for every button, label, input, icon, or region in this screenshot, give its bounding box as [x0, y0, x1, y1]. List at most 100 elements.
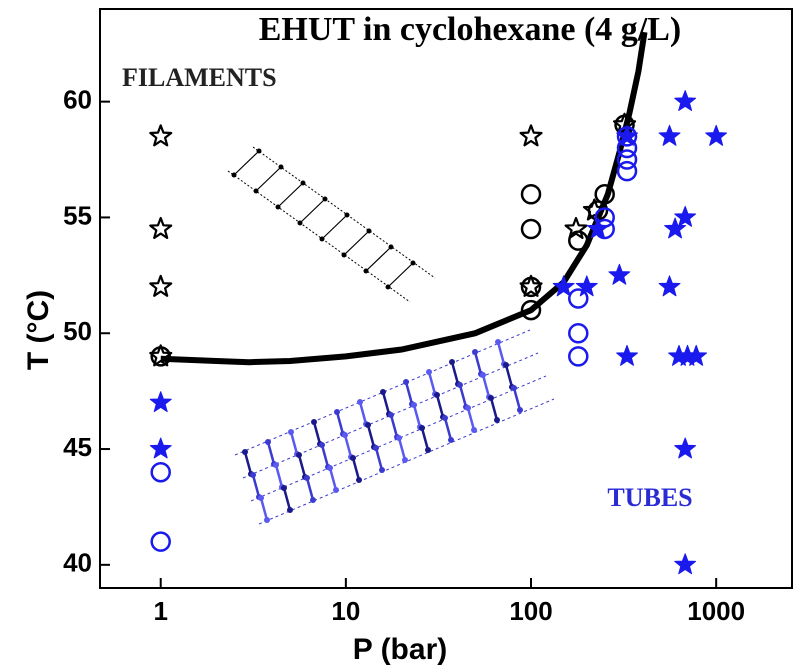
rung: [289, 431, 299, 455]
atom: [327, 465, 333, 471]
atom: [449, 359, 455, 365]
rung: [366, 424, 376, 448]
rung: [299, 198, 326, 224]
atom: [488, 395, 494, 401]
star-point: [616, 124, 638, 146]
star-point: [149, 437, 172, 459]
star-point: [705, 124, 728, 146]
annotation: TUBES: [607, 483, 692, 512]
atom: [495, 339, 501, 345]
rung: [389, 414, 399, 438]
rung: [274, 464, 284, 488]
star-point: [664, 217, 687, 239]
atom: [357, 399, 363, 405]
x-tick-label: 10: [331, 596, 360, 626]
atom: [425, 447, 431, 453]
atom: [356, 477, 362, 483]
rail: [250, 375, 547, 502]
rail: [234, 329, 531, 456]
atom: [503, 362, 509, 368]
atom: [311, 419, 317, 425]
circle-point: [150, 461, 171, 483]
circle-point: [568, 346, 589, 367]
atom: [379, 467, 385, 473]
star-point: [674, 205, 697, 227]
star-point: [674, 553, 697, 575]
star-point: [608, 263, 631, 285]
atom: [385, 284, 391, 290]
atom: [410, 260, 416, 266]
circle-point: [150, 531, 171, 552]
rung: [496, 341, 506, 365]
circle-point: [520, 184, 542, 205]
atom: [388, 412, 394, 418]
chart-title: EHUT in cyclohexane (4 g/L): [259, 11, 682, 48]
y-tick-label: 40: [63, 548, 92, 578]
rung: [255, 166, 282, 192]
star-point: [519, 274, 543, 297]
rail: [242, 352, 539, 479]
atom: [342, 432, 348, 438]
atom: [296, 452, 302, 458]
x-tick-label: 1: [153, 596, 167, 626]
star-point: [149, 216, 173, 239]
x-tick-label: 1000: [687, 596, 745, 626]
atom: [471, 427, 477, 433]
star-point: [674, 90, 697, 111]
atom: [273, 462, 279, 468]
circle-point: [568, 230, 589, 251]
rung: [387, 262, 414, 288]
star-point: [685, 344, 708, 366]
star-point: [658, 275, 681, 297]
x-axis-label: P (bar): [353, 633, 447, 666]
y-tick-label: 60: [63, 85, 92, 115]
star-point: [674, 437, 697, 459]
star-point: [616, 344, 638, 366]
atom: [365, 422, 371, 428]
rung: [420, 427, 430, 451]
star-point: [613, 112, 637, 135]
circle-point: [616, 160, 638, 182]
rung: [320, 444, 330, 468]
rail: [258, 398, 555, 525]
atom: [472, 349, 478, 355]
y-axis-label: T (°C): [22, 290, 55, 370]
rung: [450, 361, 460, 385]
atom: [396, 435, 402, 441]
atom: [319, 442, 325, 448]
rung: [305, 477, 315, 501]
rung: [358, 401, 368, 425]
rung: [365, 246, 392, 272]
rung: [435, 394, 445, 418]
atom: [264, 517, 270, 523]
star-point: [564, 216, 588, 239]
atom: [442, 415, 448, 421]
annotation: FILAMENTS: [122, 63, 277, 92]
star-point: [149, 391, 172, 413]
atom: [265, 439, 271, 445]
rung: [266, 441, 276, 465]
rail: [252, 146, 436, 279]
y-tick-label: 55: [63, 200, 92, 230]
star-point: [658, 124, 681, 146]
rung: [351, 457, 361, 481]
rung: [481, 374, 491, 398]
star-point: [519, 124, 543, 147]
atom: [403, 379, 409, 385]
rung: [404, 381, 414, 405]
atom: [250, 472, 256, 478]
atom: [334, 409, 340, 415]
plot-frame: [99, 8, 793, 589]
star-point: [149, 344, 173, 367]
rung: [277, 182, 304, 208]
rung: [504, 364, 514, 388]
rung: [512, 387, 522, 411]
circle-point: [520, 299, 542, 321]
circle-point: [594, 184, 615, 205]
atom: [434, 392, 440, 398]
atom: [304, 475, 310, 481]
rung: [374, 447, 384, 471]
atom: [480, 372, 486, 378]
y-tick-label: 50: [63, 316, 92, 346]
